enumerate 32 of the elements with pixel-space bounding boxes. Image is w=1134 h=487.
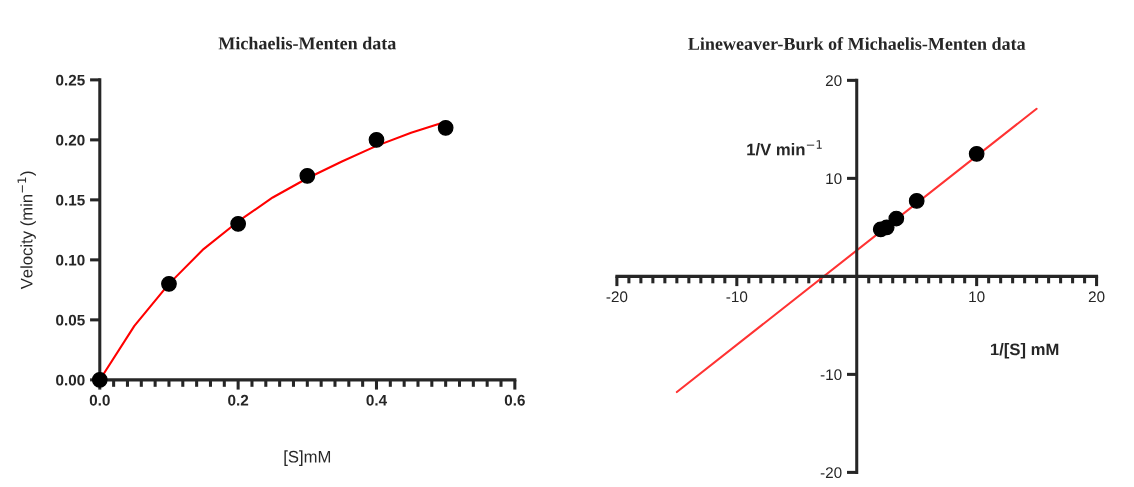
y-tick-label: 0.20 xyxy=(56,134,85,146)
point xyxy=(161,275,177,292)
x-tick-label: -20 xyxy=(606,291,628,303)
y-tick-label: 0.25 xyxy=(56,74,85,86)
y-tick-label: 10 xyxy=(826,173,842,185)
chart-title: Michaelis-Menten data xyxy=(218,36,397,50)
point xyxy=(888,210,905,227)
y-tick-label: 0.00 xyxy=(56,374,85,386)
point xyxy=(299,167,316,184)
x-tick-label: 20 xyxy=(1088,291,1105,303)
x-axis-title: 1/[S] mM xyxy=(990,343,1059,359)
x-tick-label: 0.4 xyxy=(366,394,388,406)
x-tick-label: 0.0 xyxy=(89,394,110,406)
y-tick-label: -10 xyxy=(820,369,842,381)
y-tick-label: 0.05 xyxy=(56,314,85,326)
point xyxy=(908,193,925,209)
y-tick-label: -20 xyxy=(820,467,842,479)
y-tick-label: 0.10 xyxy=(56,254,85,266)
x-tick-label: 10 xyxy=(969,291,985,303)
x-tick-label: -10 xyxy=(726,291,748,303)
chart-title: Lineweaver-Burk of Michaelis-Menten data xyxy=(688,37,1026,51)
point xyxy=(230,215,247,232)
point xyxy=(968,145,985,162)
x-tick-label: 0.2 xyxy=(228,394,249,406)
y-axis-title: 1/V min$^{−1}$ xyxy=(747,140,822,156)
point xyxy=(437,119,454,136)
y-axis-title: Velocity (min$^{−1}$) xyxy=(17,171,36,290)
point xyxy=(368,131,385,148)
x-axis-title: [S]mM xyxy=(284,450,331,466)
y-tick-label: 0.15 xyxy=(56,194,85,206)
x-tick-label: 0.6 xyxy=(504,394,525,406)
y-tick-label: 20 xyxy=(825,75,842,87)
